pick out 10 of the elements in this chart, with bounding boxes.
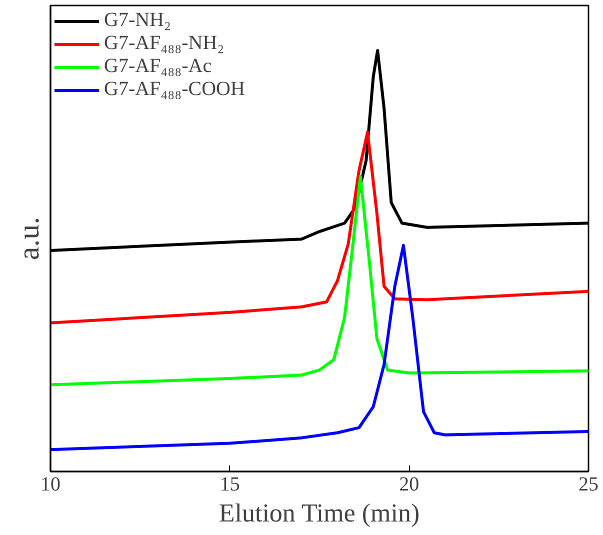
legend-label: G7-AF₄₈₈-Ac — [104, 55, 212, 78]
x-axis-title: Elution Time (min) — [218, 498, 420, 528]
x-tick-label: 25 — [578, 474, 598, 496]
x-tick-label: 10 — [40, 474, 60, 496]
legend-label: G7-AF₄₈₈-COOH — [104, 78, 245, 101]
y-axis-title: a.u. — [12, 216, 46, 260]
x-tick-label: 20 — [399, 474, 420, 496]
x-tick-label: 15 — [220, 474, 240, 496]
legend-label: G7-NH₂ — [104, 9, 171, 32]
legend-label: G7-AF₄₈₈-NH₂ — [104, 32, 224, 55]
